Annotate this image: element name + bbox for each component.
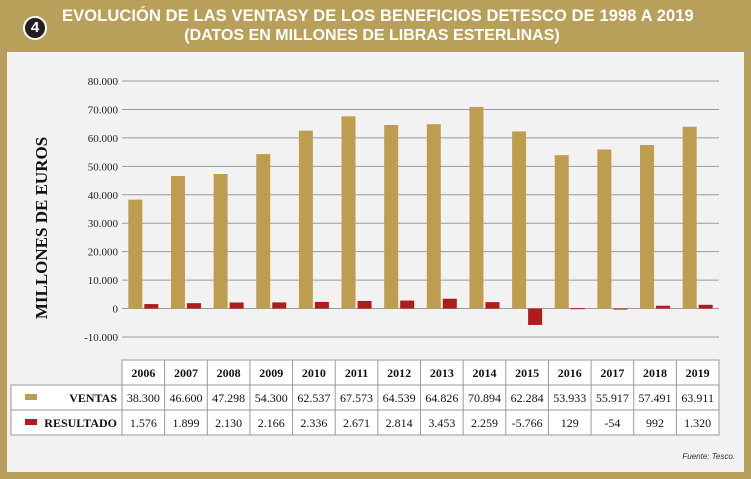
ventas-bar bbox=[128, 199, 143, 309]
chart-panel: -10.000 0 10.000 20.000 30.000 40.000 50.000 60… bbox=[7, 52, 744, 472]
resultado-bar bbox=[442, 298, 457, 309]
data-label: 64.539 bbox=[383, 391, 416, 405]
ventas-bar bbox=[341, 116, 356, 309]
y-tick-label: 0 bbox=[113, 304, 119, 316]
data-label: -5.766 bbox=[512, 416, 543, 430]
legend-label: VENTAS bbox=[69, 391, 117, 405]
resultado-bar bbox=[613, 308, 628, 310]
data-label: 992 bbox=[646, 416, 664, 430]
ventas-bar bbox=[256, 154, 271, 309]
data-label: 2.814 bbox=[386, 416, 413, 430]
ventas-bar bbox=[469, 106, 484, 309]
data-label: 2.130 bbox=[215, 416, 242, 430]
resultado-bar bbox=[314, 301, 329, 309]
data-label: 2.259 bbox=[471, 416, 498, 430]
resultado-bar bbox=[485, 302, 500, 309]
data-label: 1.576 bbox=[130, 416, 157, 430]
data-label: 38.300 bbox=[127, 391, 160, 405]
data-label: 55.917 bbox=[596, 391, 629, 405]
chart-subtitle: (DATOS EN MILLONES DE LIBRAS ESTERLINAS) bbox=[184, 27, 560, 44]
y-tick-label: 60.000 bbox=[88, 133, 119, 145]
ventas-bar bbox=[554, 155, 569, 309]
x-category-label: 2012 bbox=[387, 366, 411, 380]
y-tick-label: 20.000 bbox=[88, 247, 119, 259]
data-label: 53.933 bbox=[553, 391, 586, 405]
chart-number-badge: 4 bbox=[23, 16, 47, 40]
x-category-label: 2010 bbox=[302, 366, 326, 380]
data-label: -54 bbox=[604, 416, 620, 430]
data-label: 67.573 bbox=[340, 391, 373, 405]
data-label: 62.284 bbox=[511, 391, 544, 405]
data-label: 129 bbox=[561, 416, 579, 430]
y-tick-label: 40.000 bbox=[88, 190, 119, 202]
x-category-label: 2015 bbox=[515, 366, 539, 380]
x-category-label: 2009 bbox=[259, 366, 283, 380]
ventas-bar bbox=[640, 145, 655, 309]
ventas-bar bbox=[298, 130, 313, 309]
y-tick-label: 80.000 bbox=[88, 76, 119, 88]
data-label: 47.298 bbox=[212, 391, 245, 405]
resultado-bar bbox=[272, 302, 287, 309]
x-category-label: 2013 bbox=[430, 366, 454, 380]
data-label: 70.894 bbox=[468, 391, 501, 405]
ventas-bar bbox=[170, 176, 185, 309]
ventas-bar bbox=[512, 131, 527, 309]
y-tick-label: 50.000 bbox=[88, 161, 119, 173]
x-category-label: 2017 bbox=[600, 366, 624, 380]
y-tick-label: 30.000 bbox=[88, 218, 119, 230]
y-axis-label: MILLONES DE EUROS bbox=[32, 137, 51, 319]
data-label: 1.899 bbox=[172, 416, 199, 430]
resultado-bar bbox=[570, 308, 585, 310]
data-label: 3.453 bbox=[428, 416, 455, 430]
y-tick-label: -10.000 bbox=[84, 332, 118, 344]
x-category-label: 2018 bbox=[643, 366, 667, 380]
data-label: 57.491 bbox=[639, 391, 672, 405]
data-label: 46.600 bbox=[169, 391, 202, 405]
x-category-label: 2006 bbox=[131, 366, 155, 380]
ventas-bar bbox=[426, 124, 441, 309]
legend-swatch bbox=[25, 394, 37, 400]
x-category-label: 2008 bbox=[217, 366, 241, 380]
data-label: 2.336 bbox=[300, 416, 327, 430]
x-category-label: 2016 bbox=[558, 366, 582, 380]
ventas-bar bbox=[384, 124, 399, 309]
legend-label: RESULTADO bbox=[44, 416, 117, 430]
x-category-label: 2007 bbox=[174, 366, 198, 380]
resultado-bar bbox=[357, 300, 372, 309]
ventas-bar bbox=[597, 149, 612, 309]
resultado-bar bbox=[528, 308, 543, 325]
bar-chart: -10.000 0 10.000 20.000 30.000 40.000 50.000 60… bbox=[10, 76, 735, 461]
data-label: 2.671 bbox=[343, 416, 370, 430]
y-tick-label: 70.000 bbox=[88, 104, 119, 116]
data-label: 54.300 bbox=[255, 391, 288, 405]
y-tick-label: 10.000 bbox=[88, 275, 119, 287]
resultado-bar bbox=[656, 305, 671, 309]
data-label: 1.320 bbox=[684, 416, 711, 430]
data-label: 62.537 bbox=[297, 391, 330, 405]
data-label: 63.911 bbox=[681, 391, 714, 405]
ventas-bar bbox=[213, 174, 228, 309]
data-label: 2.166 bbox=[258, 416, 285, 430]
chart-title: EVOLUCIÓN DE LAS VENTASY DE LOS BENEFICI… bbox=[62, 7, 694, 25]
legend-swatch bbox=[25, 419, 37, 425]
resultado-bar bbox=[144, 304, 159, 309]
header-band: 4 EVOLUCIÓN DE LAS VENTASY DE LOS BENEFI… bbox=[0, 0, 751, 52]
resultado-bar bbox=[186, 303, 201, 309]
resultado-bar bbox=[400, 300, 415, 309]
x-category-label: 2011 bbox=[345, 366, 368, 380]
resultado-bar bbox=[698, 304, 713, 309]
data-table: 2006 2007 2008 2009 2010 2011 2012 2013 2014 2015… bbox=[10, 359, 720, 436]
x-category-label: 2014 bbox=[472, 366, 496, 380]
x-category-label: 2019 bbox=[686, 366, 710, 380]
source-note: Fuente: Tesco. bbox=[682, 452, 735, 461]
resultado-bar bbox=[229, 302, 244, 309]
data-label: 64.826 bbox=[425, 391, 458, 405]
ventas-bar bbox=[682, 126, 697, 309]
